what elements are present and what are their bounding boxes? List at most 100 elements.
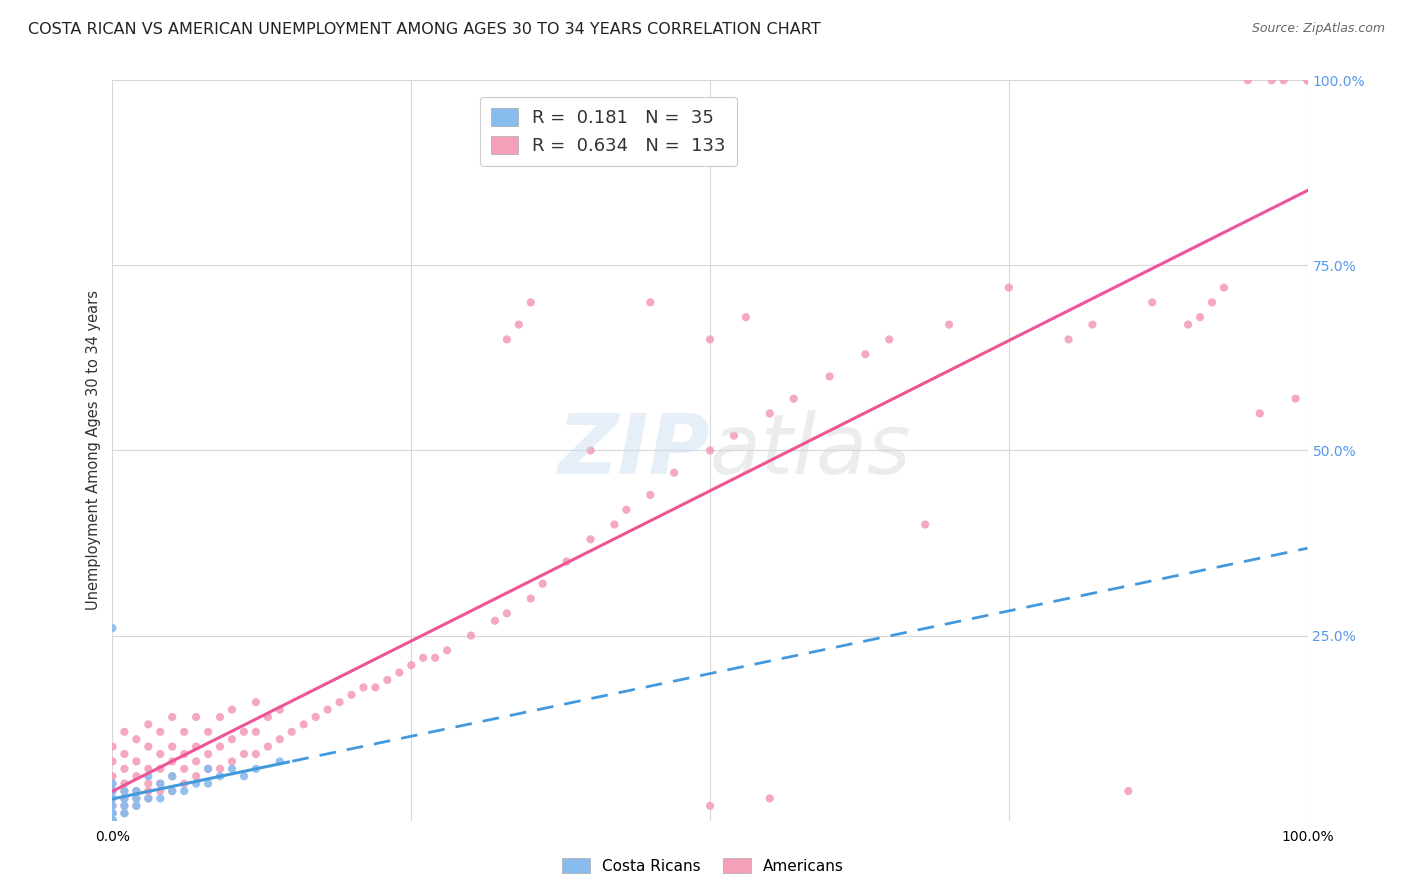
Legend: R =  0.181   N =  35, R =  0.634   N =  133: R = 0.181 N = 35, R = 0.634 N = 133 xyxy=(479,96,737,166)
Point xyxy=(101,814,124,828)
Point xyxy=(460,628,482,642)
Point xyxy=(855,347,877,361)
Point xyxy=(125,791,148,805)
Point xyxy=(149,791,172,805)
Legend: Costa Ricans, Americans: Costa Ricans, Americans xyxy=(555,852,851,880)
Point xyxy=(221,762,243,776)
Point xyxy=(138,784,160,798)
Point xyxy=(723,428,745,442)
Point xyxy=(1272,73,1295,87)
Point xyxy=(520,295,543,310)
Point xyxy=(101,814,124,828)
Point xyxy=(364,681,387,695)
Point xyxy=(209,762,232,776)
Point xyxy=(162,784,183,798)
Point xyxy=(101,814,124,828)
Point xyxy=(281,724,304,739)
Point xyxy=(1237,73,1260,87)
Text: ZIP: ZIP xyxy=(557,410,710,491)
Point xyxy=(114,784,135,798)
Point xyxy=(162,769,183,783)
Point xyxy=(292,717,315,731)
Point xyxy=(197,776,219,791)
Point xyxy=(699,332,721,346)
Point xyxy=(138,762,160,776)
Point xyxy=(209,710,232,724)
Point xyxy=(425,650,447,665)
Point xyxy=(125,732,148,747)
Point xyxy=(186,739,208,754)
Point xyxy=(233,724,256,739)
Point xyxy=(101,814,124,828)
Point xyxy=(496,607,519,621)
Point xyxy=(138,791,160,805)
Point xyxy=(603,517,626,532)
Point xyxy=(508,318,530,332)
Point xyxy=(329,695,352,709)
Point xyxy=(114,762,135,776)
Point xyxy=(1261,73,1284,87)
Point xyxy=(114,776,135,791)
Point xyxy=(401,658,423,673)
Point xyxy=(245,762,267,776)
Point xyxy=(1201,295,1223,310)
Point xyxy=(162,710,183,724)
Point xyxy=(1118,784,1140,798)
Point xyxy=(101,806,124,821)
Point xyxy=(1296,73,1319,87)
Point xyxy=(101,776,124,791)
Point xyxy=(101,791,124,805)
Point xyxy=(138,769,160,783)
Point xyxy=(173,762,195,776)
Point xyxy=(1189,310,1212,325)
Point xyxy=(233,769,256,783)
Point xyxy=(1296,73,1319,87)
Point xyxy=(484,614,506,628)
Point xyxy=(998,280,1021,294)
Point xyxy=(173,724,195,739)
Point xyxy=(1081,318,1104,332)
Point xyxy=(114,806,135,821)
Point xyxy=(101,814,124,828)
Point xyxy=(186,755,208,769)
Point xyxy=(221,703,243,717)
Point xyxy=(782,392,804,406)
Point xyxy=(173,747,195,761)
Point xyxy=(197,762,219,776)
Text: atlas: atlas xyxy=(710,410,911,491)
Point xyxy=(1296,73,1319,87)
Text: COSTA RICAN VS AMERICAN UNEMPLOYMENT AMONG AGES 30 TO 34 YEARS CORRELATION CHART: COSTA RICAN VS AMERICAN UNEMPLOYMENT AMO… xyxy=(28,22,821,37)
Point xyxy=(186,769,208,783)
Point xyxy=(149,762,172,776)
Point xyxy=(125,798,148,813)
Point xyxy=(114,806,135,821)
Point xyxy=(221,755,243,769)
Point xyxy=(759,407,782,421)
Point xyxy=(186,710,208,724)
Point xyxy=(101,806,124,821)
Point xyxy=(640,488,662,502)
Point xyxy=(879,332,901,346)
Point xyxy=(579,533,602,547)
Point xyxy=(101,798,124,813)
Point xyxy=(699,798,721,813)
Point xyxy=(233,747,256,761)
Point xyxy=(101,806,124,821)
Point xyxy=(173,776,195,791)
Point xyxy=(245,747,267,761)
Point xyxy=(101,784,124,798)
Point xyxy=(114,798,135,813)
Point xyxy=(735,310,758,325)
Point xyxy=(699,443,721,458)
Point xyxy=(101,814,124,828)
Point xyxy=(520,591,543,606)
Point xyxy=(269,755,291,769)
Point xyxy=(938,318,960,332)
Point xyxy=(173,784,195,798)
Point xyxy=(101,814,124,828)
Point xyxy=(664,466,686,480)
Point xyxy=(101,769,124,783)
Point xyxy=(759,791,782,805)
Point xyxy=(101,739,124,754)
Point xyxy=(125,784,148,798)
